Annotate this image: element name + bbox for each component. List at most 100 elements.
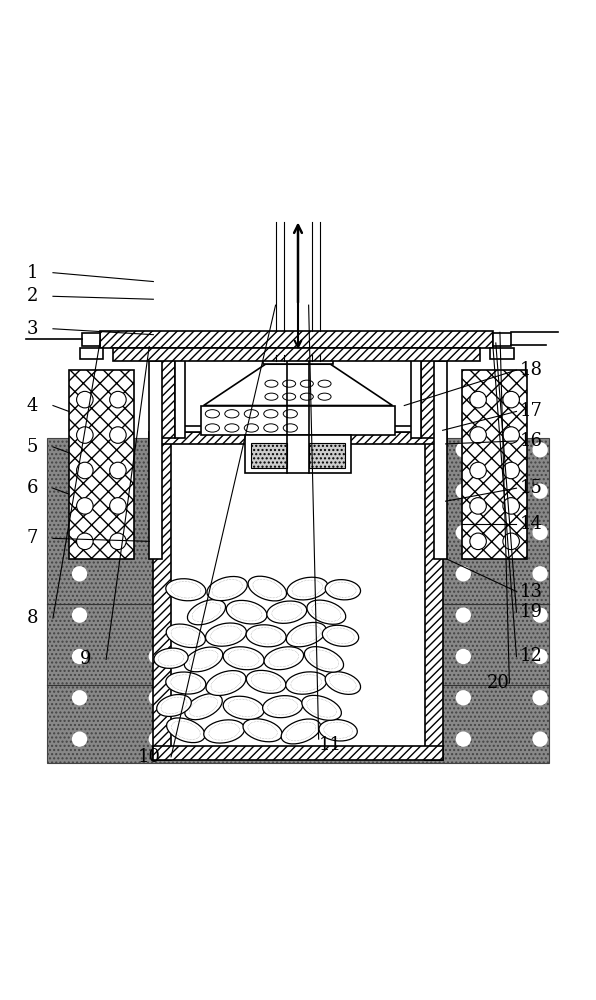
Text: 19: 19 xyxy=(520,603,542,621)
Circle shape xyxy=(532,690,548,705)
Bar xyxy=(171,429,425,746)
Bar xyxy=(158,358,175,438)
Ellipse shape xyxy=(281,719,321,744)
Text: 15: 15 xyxy=(520,479,542,497)
Circle shape xyxy=(110,391,126,408)
Ellipse shape xyxy=(283,424,297,432)
Circle shape xyxy=(456,731,471,747)
Circle shape xyxy=(456,649,471,664)
Text: 5: 5 xyxy=(26,438,38,456)
Ellipse shape xyxy=(300,380,313,387)
Text: 13: 13 xyxy=(520,583,542,601)
Ellipse shape xyxy=(287,577,328,600)
Circle shape xyxy=(470,498,486,514)
Ellipse shape xyxy=(166,672,206,694)
Ellipse shape xyxy=(206,671,246,695)
Ellipse shape xyxy=(226,600,267,624)
Circle shape xyxy=(110,462,126,479)
Circle shape xyxy=(72,442,87,457)
Ellipse shape xyxy=(244,424,259,432)
Text: 18: 18 xyxy=(520,361,542,379)
Circle shape xyxy=(72,731,87,747)
Text: 7: 7 xyxy=(26,529,38,547)
Circle shape xyxy=(72,483,87,499)
Ellipse shape xyxy=(184,647,223,672)
Circle shape xyxy=(148,731,164,747)
Ellipse shape xyxy=(167,718,205,743)
Bar xyxy=(434,361,447,559)
Circle shape xyxy=(76,391,93,408)
Ellipse shape xyxy=(225,424,239,432)
Ellipse shape xyxy=(265,380,278,387)
Ellipse shape xyxy=(223,647,264,670)
Circle shape xyxy=(302,649,318,664)
Bar xyxy=(201,406,395,435)
Circle shape xyxy=(456,483,471,499)
Circle shape xyxy=(470,533,486,550)
Ellipse shape xyxy=(285,672,327,694)
Bar xyxy=(175,338,185,438)
Ellipse shape xyxy=(204,720,244,743)
Ellipse shape xyxy=(225,410,239,418)
Bar xyxy=(421,358,438,438)
Bar xyxy=(462,370,527,559)
Circle shape xyxy=(72,607,87,623)
Circle shape xyxy=(302,690,318,705)
Text: 3: 3 xyxy=(26,320,38,338)
Circle shape xyxy=(532,731,548,747)
Circle shape xyxy=(532,607,548,623)
Circle shape xyxy=(72,649,87,664)
Circle shape xyxy=(302,731,318,747)
Bar xyxy=(82,333,100,346)
Ellipse shape xyxy=(300,393,313,400)
Ellipse shape xyxy=(325,580,361,600)
Circle shape xyxy=(76,533,93,550)
Circle shape xyxy=(76,427,93,443)
Ellipse shape xyxy=(248,576,287,601)
Bar xyxy=(153,429,171,760)
Bar xyxy=(411,338,421,438)
Ellipse shape xyxy=(185,694,222,720)
Ellipse shape xyxy=(286,622,326,647)
Circle shape xyxy=(456,690,471,705)
Circle shape xyxy=(76,498,93,514)
Text: 14: 14 xyxy=(520,515,542,533)
Circle shape xyxy=(72,566,87,581)
Text: 10: 10 xyxy=(138,748,160,766)
Ellipse shape xyxy=(244,410,259,418)
Ellipse shape xyxy=(325,672,361,694)
Ellipse shape xyxy=(205,424,219,432)
Circle shape xyxy=(503,533,520,550)
Ellipse shape xyxy=(207,576,247,601)
Circle shape xyxy=(456,442,471,457)
Circle shape xyxy=(470,462,486,479)
Bar xyxy=(149,361,162,559)
Ellipse shape xyxy=(265,393,278,400)
Circle shape xyxy=(72,690,87,705)
Text: 4: 4 xyxy=(26,397,38,415)
Bar xyxy=(47,438,549,763)
Circle shape xyxy=(456,607,471,623)
Bar xyxy=(309,443,345,468)
Circle shape xyxy=(532,566,548,581)
Text: 8: 8 xyxy=(26,609,38,627)
Text: 12: 12 xyxy=(520,647,542,665)
Circle shape xyxy=(532,442,548,457)
Circle shape xyxy=(532,525,548,540)
Text: 17: 17 xyxy=(520,402,542,420)
Bar xyxy=(100,331,493,348)
Text: 11: 11 xyxy=(319,736,342,754)
Circle shape xyxy=(532,483,548,499)
Ellipse shape xyxy=(166,579,206,601)
Text: 16: 16 xyxy=(520,432,542,450)
Ellipse shape xyxy=(246,670,286,693)
Ellipse shape xyxy=(319,720,357,741)
Ellipse shape xyxy=(267,601,307,623)
Ellipse shape xyxy=(302,695,342,720)
Circle shape xyxy=(532,649,548,664)
Ellipse shape xyxy=(224,696,264,719)
Ellipse shape xyxy=(264,424,278,432)
Ellipse shape xyxy=(263,696,303,718)
Ellipse shape xyxy=(264,647,303,670)
Circle shape xyxy=(225,649,241,664)
